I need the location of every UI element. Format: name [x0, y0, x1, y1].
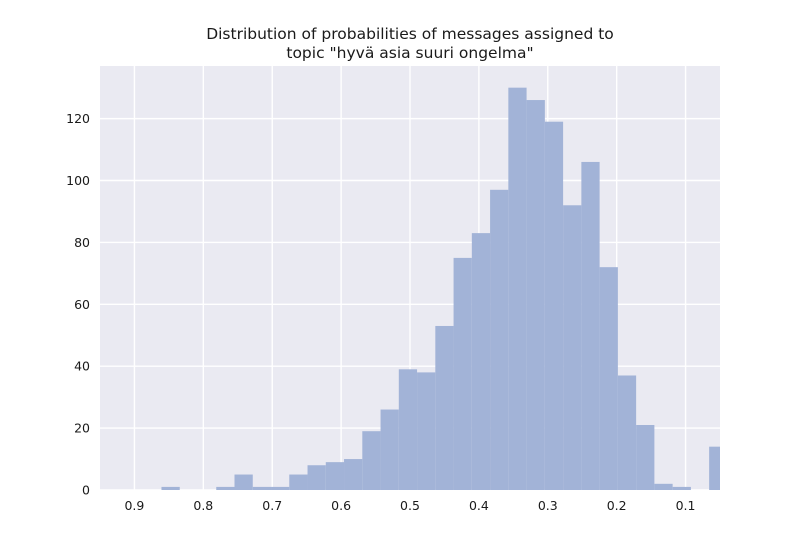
y-axis-ticks: 0 20 40 60 80 100 120 [66, 111, 90, 497]
histogram-bar [252, 486, 272, 490]
y-tick-label: 0 [82, 483, 90, 498]
histogram-bar [490, 189, 509, 490]
histogram-bar [234, 474, 253, 490]
histogram-bar [617, 375, 637, 490]
histogram-bar [398, 369, 418, 490]
histogram-bar [508, 87, 527, 490]
histogram-bar [307, 465, 326, 490]
y-tick-label: 40 [74, 359, 90, 374]
x-tick-label: 0.5 [400, 498, 420, 513]
histogram-bar [289, 474, 308, 490]
histogram-bar [344, 459, 363, 490]
histogram-bar [325, 462, 345, 490]
x-tick-label: 0.7 [262, 498, 282, 513]
histogram-bar [271, 486, 290, 490]
x-tick-label: 0.1 [676, 498, 696, 513]
histogram-bar [636, 425, 655, 490]
histogram-bar [526, 100, 545, 490]
histogram-bar [599, 267, 618, 490]
histogram-bars [161, 87, 720, 491]
histogram-bar [216, 486, 235, 490]
histogram-bar [672, 486, 691, 490]
histogram-bar [435, 325, 454, 490]
histogram-bar [544, 121, 564, 490]
histogram-bar [453, 257, 472, 490]
histogram-bar [654, 483, 673, 490]
histogram-bar [709, 446, 720, 490]
histogram-bar [380, 409, 399, 490]
y-tick-label: 120 [66, 111, 90, 126]
y-tick-label: 60 [74, 297, 90, 312]
histogram-bar [161, 486, 180, 490]
histogram-bar [417, 372, 436, 490]
x-tick-label: 0.3 [538, 498, 558, 513]
chart-title-line-2: topic "hyvä asia suuri ongelma" [286, 44, 533, 62]
histogram-bar [362, 431, 381, 490]
x-tick-label: 0.9 [124, 498, 144, 513]
x-tick-label: 0.8 [193, 498, 213, 513]
y-tick-label: 20 [74, 421, 90, 436]
histogram-bar [471, 233, 491, 490]
y-tick-label: 80 [74, 235, 90, 250]
histogram-bar [581, 161, 600, 491]
chart-title-line-1: Distribution of probabilities of message… [206, 25, 614, 43]
x-tick-label: 0.4 [469, 498, 489, 513]
x-tick-label: 0.6 [331, 498, 351, 513]
histogram-bar [563, 205, 582, 490]
x-axis-ticks: 0.9 0.8 0.7 0.6 0.5 0.4 0.3 0.2 0.1 [124, 498, 695, 513]
x-tick-label: 0.2 [607, 498, 627, 513]
y-tick-label: 100 [66, 173, 90, 188]
